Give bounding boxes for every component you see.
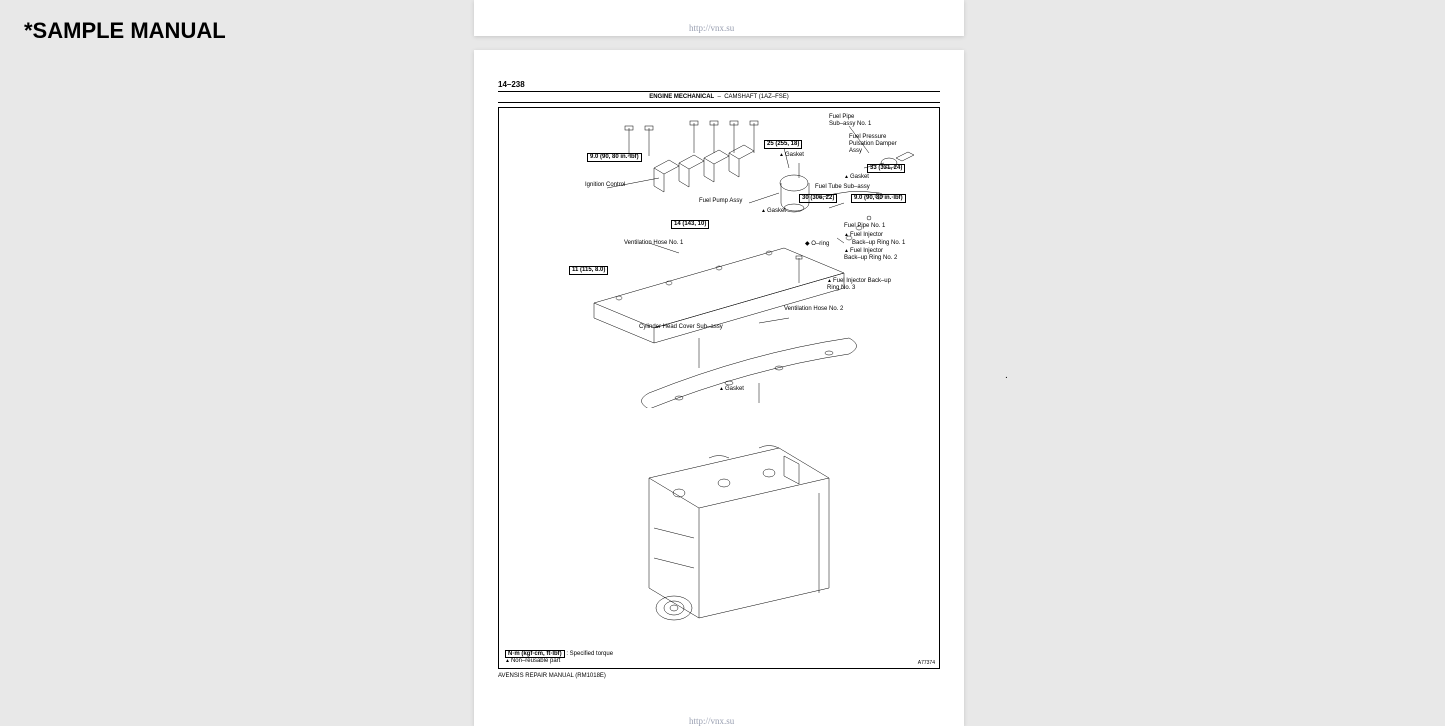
torque-2: 25 (255, 18) bbox=[764, 140, 802, 149]
torque-1: 9.0 (90, 80 in.·lbf) bbox=[587, 153, 642, 162]
header-sep: – bbox=[716, 94, 724, 100]
label-o-ring: ◆ O–ring bbox=[805, 241, 829, 248]
label-fuel-pump: Fuel Pump Assy bbox=[699, 198, 742, 205]
label-fuel-tube: Fuel Tube Sub–assy bbox=[815, 184, 870, 191]
torque-4: 30 (306, 22) bbox=[799, 194, 837, 203]
label-fuel-pipe-1: Fuel Pipe No. 1 bbox=[844, 223, 885, 230]
label-vent-hose-1: Ventilation Hose No. 1 bbox=[624, 240, 683, 247]
label-backup-3: Fuel Injector Back–upRing No. 3 bbox=[827, 278, 917, 292]
label-gasket-2: Gasket bbox=[844, 174, 869, 181]
manual-page: 14–238 ENGINE MECHANICAL – CAMSHAFT (1AZ… bbox=[474, 50, 964, 726]
label-fuel-pipe-sub: Fuel PipeSub–assy No. 1 bbox=[829, 114, 899, 128]
label-ignition: Ignition Control bbox=[585, 182, 625, 189]
page-number: 14–238 bbox=[498, 80, 940, 89]
section-title: ENGINE MECHANICAL bbox=[649, 94, 714, 100]
manual-footer: AVENSIS REPAIR MANUAL (RM1018E) bbox=[498, 673, 940, 679]
diagram-frame: 9.0 (90, 80 in.·lbf) Ignition Control Fu… bbox=[498, 107, 940, 669]
engine-block-sketch bbox=[619, 438, 839, 638]
label-vent-hose-2: Ventilation Hose No. 2 bbox=[784, 306, 843, 313]
page-header: ENGINE MECHANICAL – CAMSHAFT (1AZ–FSE) bbox=[498, 91, 940, 103]
url-watermark-top: http://vnx.su bbox=[689, 23, 734, 33]
label-backup-2: Fuel InjectorBack–up Ring No. 2 bbox=[844, 248, 924, 262]
label-gasket-4: Gasket bbox=[719, 386, 744, 393]
torque-7: 11 (115, 8.0) bbox=[569, 266, 608, 275]
previous-page-sliver: http://vnx.su bbox=[474, 0, 964, 36]
label-fuel-pressure: Fuel PressurePulsation DamperAssy bbox=[849, 134, 929, 156]
diagram-ref: A77374 bbox=[918, 660, 935, 666]
url-watermark-bottom: http://vnx.su bbox=[689, 716, 734, 726]
subsection-title: CAMSHAFT (1AZ–FSE) bbox=[724, 94, 789, 100]
legend-torque-key: N·m (kgf·cm, ft·lbf) bbox=[505, 650, 565, 658]
sample-watermark: *SAMPLE MANUAL bbox=[24, 18, 226, 44]
torque-5: 9.0 (90, 80 in.·lbf) bbox=[851, 194, 906, 203]
torque-3: 33 (331, 24) bbox=[867, 164, 905, 173]
label-gasket-1: Gasket bbox=[779, 152, 804, 159]
label-gasket-3: Gasket bbox=[761, 208, 786, 215]
stray-dot: . bbox=[1005, 370, 1008, 381]
label-fuel-injector-1: Fuel Injector bbox=[844, 232, 883, 239]
torque-6: 14 (143, 10) bbox=[671, 220, 709, 229]
label-cyl-head-cover: Cylinder Head Cover Sub–assy bbox=[639, 324, 723, 331]
legend: N·m (kgf·cm, ft·lbf) : Specified torque … bbox=[505, 650, 613, 664]
label-backup-1: Back–up Ring No. 1 bbox=[852, 240, 905, 247]
legend-nonreuse: Non–reusable part bbox=[505, 658, 560, 664]
legend-torque-desc: : Specified torque bbox=[566, 651, 613, 657]
